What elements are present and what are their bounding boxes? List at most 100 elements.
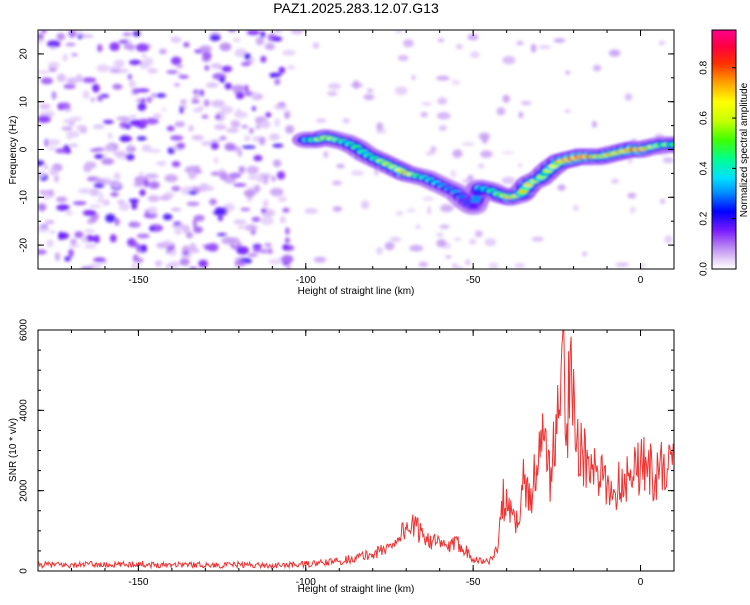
- spectrogram-noise-blob: [376, 247, 383, 255]
- spectrogram-noise-blob: [226, 128, 239, 133]
- spectrogram-noise-blob: [189, 266, 198, 269]
- snr-panel: -150 -100 -50 0 0 2000 4000 6000 Height of stra…: [8, 318, 675, 595]
- spectrogram-noise-blob: [198, 259, 209, 268]
- spectrogram-noise-blob: [191, 100, 200, 104]
- y-tick-label: -10: [19, 190, 30, 205]
- spectrogram-noise-blob: [660, 199, 666, 204]
- x-tick-label: -100: [296, 275, 316, 286]
- spectrogram-noise-blob: [38, 203, 47, 211]
- spectrogram-noise-blob: [201, 141, 212, 146]
- spectrogram-noise-blob: [255, 36, 265, 46]
- spectrogram-noise-blob: [611, 178, 619, 184]
- spectrogram-noise-blob: [411, 75, 416, 81]
- spectrogram-noise-blob: [254, 184, 260, 193]
- colorbar-ticks: 0.0 0.2 0.4 0.6 0.8: [699, 60, 736, 276]
- spectrogram-noise-blob: [201, 114, 209, 119]
- spectrogram-noise-blob: [193, 214, 205, 221]
- y-tick-label: -20: [19, 237, 30, 252]
- spectrogram-noise-blob: [129, 119, 143, 127]
- spectrogram-noise-blob: [624, 93, 633, 101]
- spectrogram-noise-blob: [149, 226, 154, 232]
- spectrogram-noise-blob: [75, 125, 86, 131]
- spectrogram-noise-blob: [437, 97, 448, 105]
- spectrogram-noise-blob: [216, 233, 227, 237]
- spectrogram-noise-blob: [128, 143, 134, 151]
- spectrogram-noise-blob: [360, 200, 370, 210]
- colorbar-tick-label: 0.2: [699, 211, 710, 225]
- spectrogram-noise-blob: [243, 135, 251, 142]
- spectrogram-noise-blob: [82, 90, 90, 99]
- spectrogram-y-label: Frequency (Hz): [8, 116, 19, 185]
- spectrogram-noise-blob: [41, 30, 47, 34]
- spectrogram-noise-blob: [110, 192, 119, 197]
- spectrogram-ridge-blob: [471, 195, 482, 200]
- spectrogram-noise-blob: [627, 192, 637, 199]
- spectrogram-noise-blob: [162, 213, 173, 221]
- spectrogram-noise-blob: [148, 181, 160, 189]
- spectrogram-ridge-blob: [469, 201, 480, 206]
- spectrogram-noise-blob: [449, 169, 457, 178]
- spectrogram-noise-blob: [170, 207, 182, 212]
- spectrogram-noise-blob: [194, 93, 202, 97]
- spectrogram-noise-blob: [71, 53, 78, 57]
- spectrogram-noise-blob: [127, 73, 132, 80]
- spectrogram-noise-blob: [127, 242, 140, 248]
- spectrogram-noise-blob: [54, 175, 59, 183]
- spectrogram-noise-blob: [141, 53, 147, 59]
- spectrogram-noise-blob: [629, 206, 636, 214]
- spectrogram-noise-blob: [236, 246, 249, 255]
- spectrogram-noise-blob: [131, 263, 137, 269]
- spectrogram-noise-blob: [38, 190, 50, 194]
- spectrogram-noise-blob: [94, 154, 104, 159]
- spectrogram-noise-blob: [168, 261, 180, 269]
- spectrogram-noise-blob: [139, 118, 147, 126]
- spectrogram-noise-blob: [174, 83, 181, 87]
- spectrogram-noise-blob: [235, 91, 245, 100]
- spectrogram-noise-blob: [129, 59, 142, 65]
- spectrogram-noise-blob: [38, 70, 50, 74]
- spectrogram-noise-blob: [140, 244, 147, 253]
- spectrogram-noise-blob: [164, 174, 178, 183]
- spectrogram-noise: [38, 30, 674, 269]
- spectrogram-ridge-blob: [470, 198, 481, 203]
- spectrogram-ridge: [291, 129, 674, 215]
- spectrogram-noise-blob: [374, 169, 379, 176]
- spectrogram-noise-blob: [243, 189, 256, 198]
- spectrogram-noise-blob: [176, 142, 186, 149]
- spectrogram-noise-blob: [179, 106, 184, 114]
- spectrogram-noise-blob: [133, 183, 145, 187]
- spectrogram-noise-blob: [44, 138, 49, 147]
- spectrogram-noise-blob: [170, 36, 182, 44]
- spectrogram-noise-blob: [122, 32, 132, 36]
- spectrogram-noise-blob: [166, 246, 175, 251]
- spectrogram-noise-blob: [88, 204, 102, 208]
- spectrogram-noise-blob: [204, 65, 210, 71]
- spectrogram-noise-blob: [131, 202, 138, 210]
- spectrogram-noise-blob: [213, 157, 219, 164]
- spectrogram-noise-blob: [109, 42, 120, 52]
- spectrogram-noise-blob: [80, 266, 94, 269]
- spectrogram-noise-blob: [141, 98, 146, 103]
- spectrogram-noise-blob: [170, 135, 184, 141]
- spectrogram-noise-blob: [274, 78, 281, 86]
- x-tick-label: -150: [128, 577, 148, 588]
- spectrogram-noise-blob: [214, 114, 222, 120]
- spectrogram-noise-blob: [232, 38, 241, 42]
- spectrogram-noise-blob: [171, 223, 186, 230]
- spectrogram-noise-blob: [258, 173, 272, 179]
- spectrogram-noise-blob: [98, 192, 104, 200]
- spectrogram-noise-blob: [282, 244, 289, 251]
- spectrogram-noise-blob: [474, 230, 483, 238]
- spectrogram-noise-blob: [147, 149, 162, 153]
- spectrogram-noise-blob: [133, 254, 139, 263]
- spectrogram-noise-blob: [40, 77, 54, 85]
- spectrogram-noise-blob: [135, 43, 150, 52]
- spectrogram-noise-blob: [227, 30, 237, 33]
- spectrogram-x-label: Height of straight line (km): [298, 286, 415, 297]
- spectrogram-noise-blob: [274, 118, 281, 127]
- spectrogram-noise-blob: [46, 139, 61, 146]
- spectrogram-noise-blob: [451, 79, 461, 86]
- spectrogram-noise-blob: [56, 73, 67, 83]
- spectrogram-noise-blob: [89, 188, 99, 197]
- spectrogram-noise-blob: [278, 66, 286, 74]
